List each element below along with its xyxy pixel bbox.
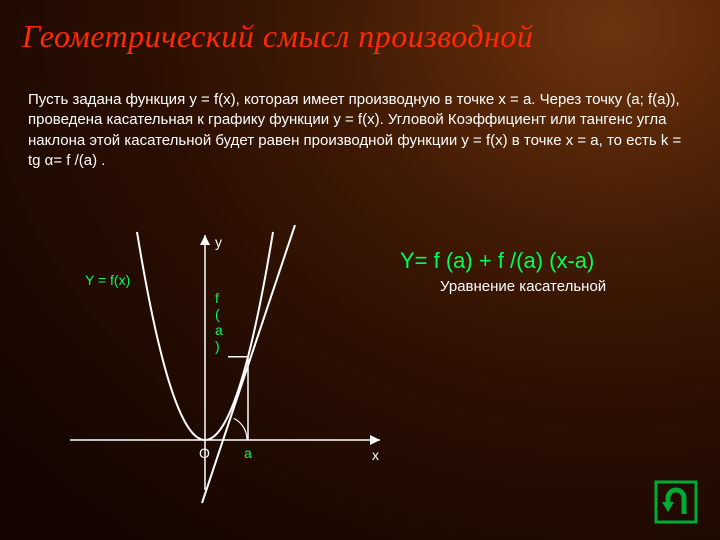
a-label: a: [244, 445, 252, 461]
origin-label: O: [199, 445, 210, 461]
fx-label: Y = f(x): [85, 272, 130, 288]
back-button[interactable]: [654, 480, 698, 524]
x-label: x: [372, 447, 379, 463]
tangent-caption: Уравнение касательной: [440, 278, 606, 295]
y-label: y: [215, 234, 222, 250]
fa-label: a: [215, 322, 223, 338]
fa-label: (: [215, 306, 220, 322]
page-title: Геометрический смысл производной: [22, 18, 533, 55]
body-paragraph: Пусть задана функция y = f(x), которая и…: [28, 90, 688, 171]
fa-label: ): [215, 338, 220, 354]
y-axis-arrow: [200, 235, 210, 245]
tangent-equation: Y= f (a) + f /(a) (x-a): [400, 248, 594, 274]
graph-svg: xyOaf(a)Y = f(x): [50, 225, 390, 505]
angle-arc: [234, 418, 247, 440]
x-axis-arrow: [370, 435, 380, 445]
fa-label: f: [215, 290, 219, 306]
derivative-graph: xyOaf(a)Y = f(x): [50, 225, 390, 505]
u-turn-icon: [654, 480, 698, 524]
